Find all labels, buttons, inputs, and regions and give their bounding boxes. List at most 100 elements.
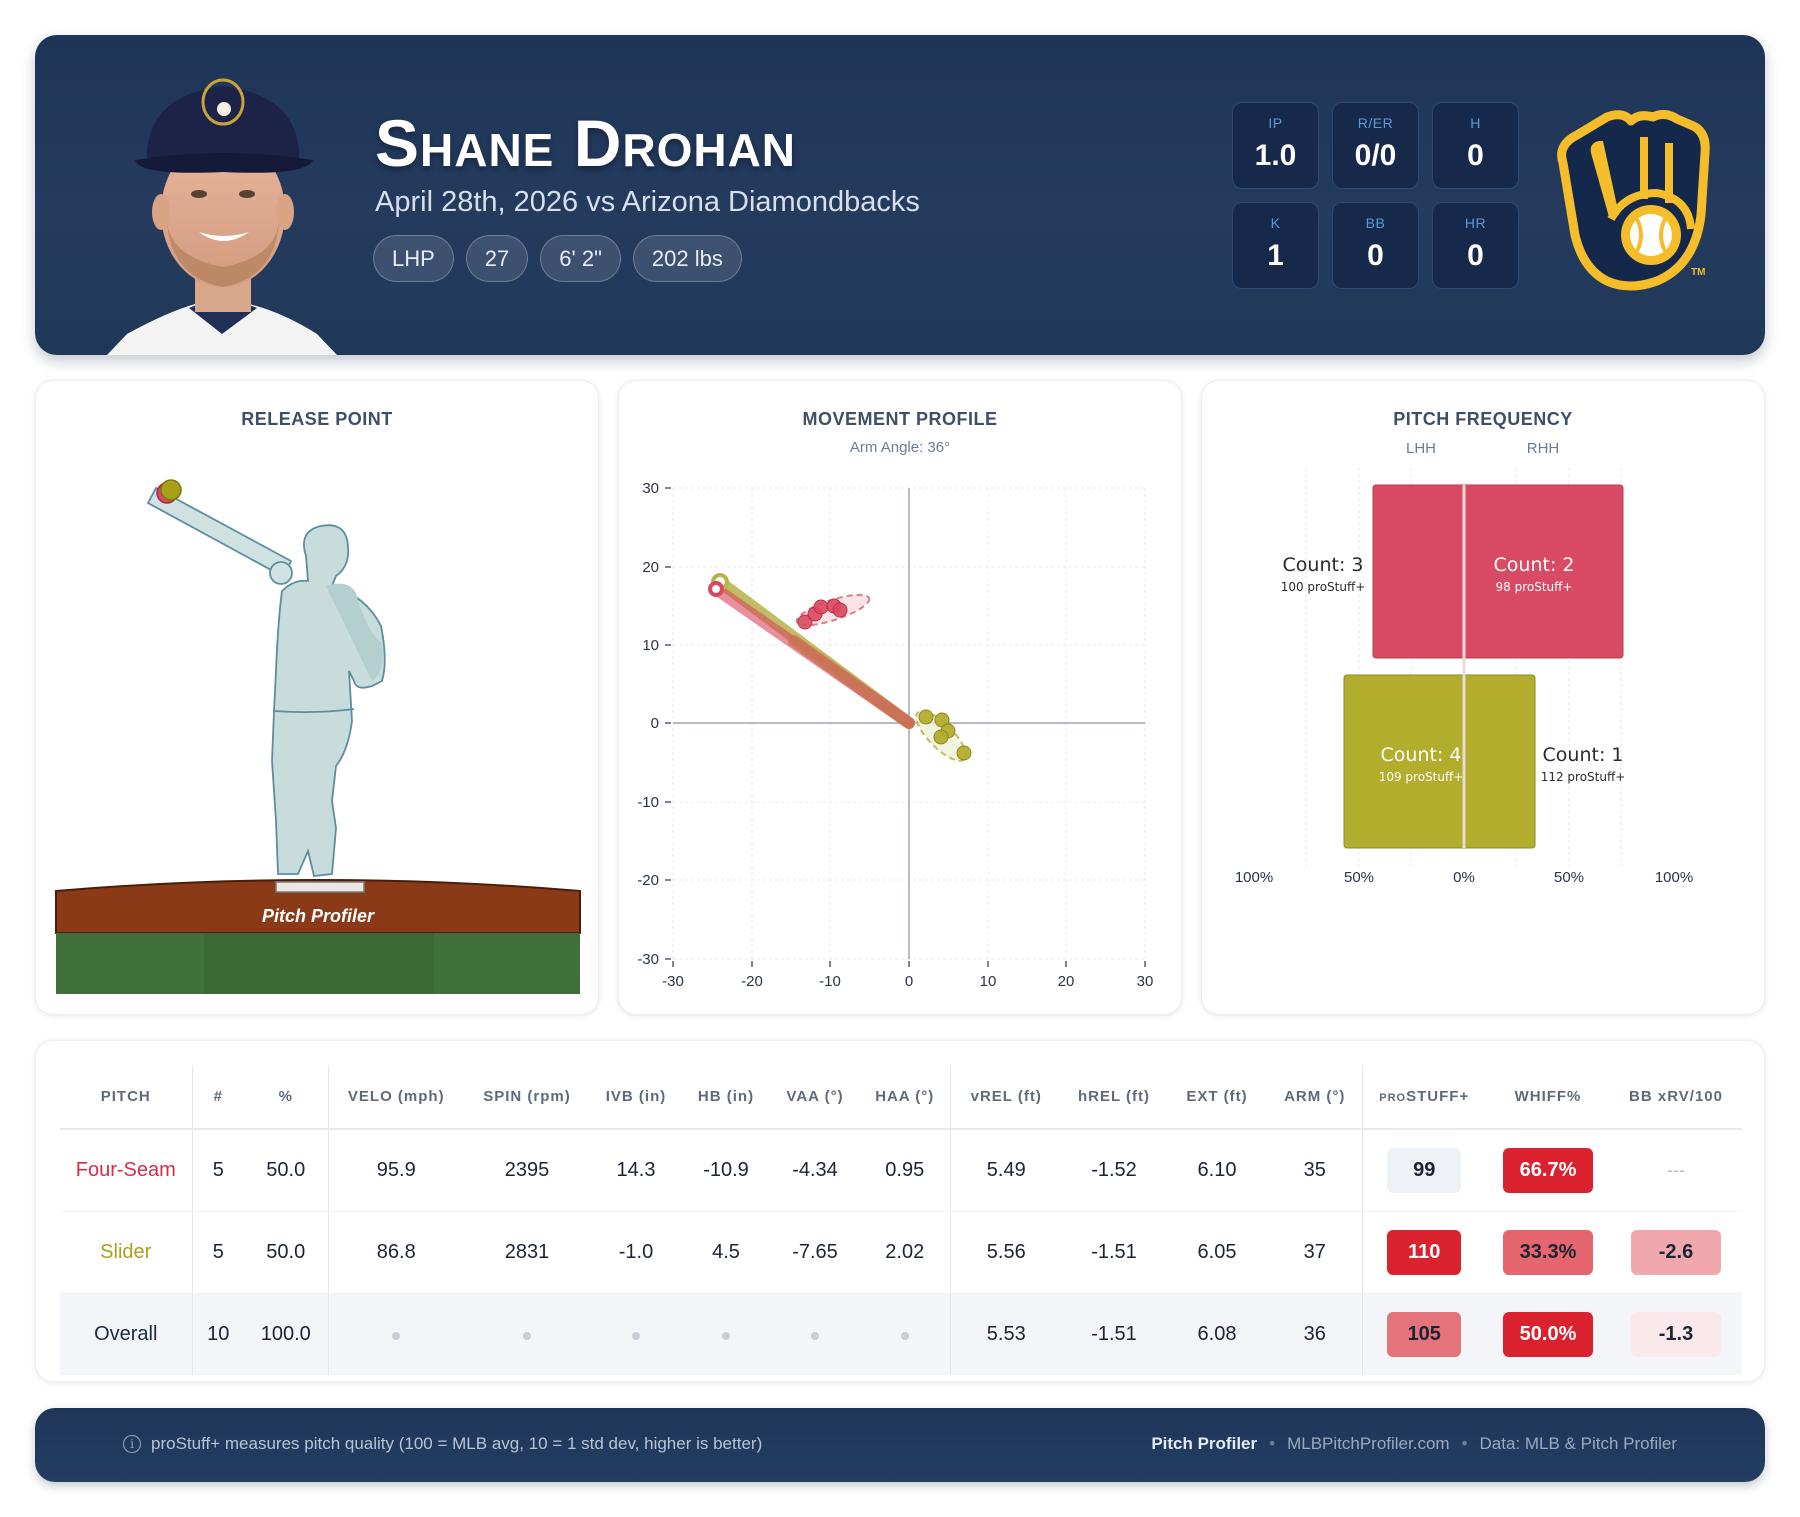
- svg-text:0: 0: [651, 715, 659, 732]
- xrv-cell: -1.3: [1610, 1293, 1742, 1375]
- brewers-logo-icon: TM: [1557, 109, 1710, 291]
- svg-text:-10: -10: [819, 973, 841, 990]
- empty-dot-icon: [900, 1331, 909, 1340]
- hrel: -1.51: [1062, 1211, 1166, 1294]
- stat-label: R/ER: [1357, 115, 1394, 131]
- arm: 36: [1268, 1293, 1363, 1375]
- svg-text:50%: 50%: [1344, 869, 1374, 886]
- spin: 2831: [464, 1211, 590, 1294]
- stat-bb: BB 0: [1332, 202, 1419, 289]
- col-hb: HB (in): [682, 1065, 770, 1130]
- footer: i proStuff+ measures pitch quality (100 …: [35, 1408, 1765, 1482]
- hrel: -1.52: [1062, 1129, 1166, 1212]
- xrv-empty: ---: [1667, 1159, 1685, 1180]
- table-row-overall: Overall 10 100.0 5.53 -1.51 6.08 36 105 …: [60, 1293, 1742, 1375]
- svg-text:30: 30: [642, 480, 659, 497]
- col-whiff: WHIFF%: [1486, 1065, 1610, 1130]
- ivb-empty: [590, 1293, 682, 1375]
- xrv-cell: -2.6: [1610, 1211, 1742, 1294]
- haa: 2.02: [860, 1211, 951, 1294]
- lhh-label: LHH: [1406, 440, 1436, 457]
- game-stat-grid: IP 1.0 R/ER 0/0 H 0 K 1 BB 0 HR 0: [1232, 102, 1519, 289]
- ext: 6.10: [1166, 1129, 1268, 1212]
- ivb: -1.0: [590, 1211, 682, 1294]
- svg-text:TM: TM: [1691, 267, 1705, 278]
- xrv-badge: -2.6: [1631, 1229, 1721, 1275]
- separator-dot: •: [1269, 1434, 1276, 1453]
- sl-lhh-count: Count: 4: [1381, 744, 1462, 766]
- col-ivb: IVB (in): [590, 1065, 682, 1130]
- spin: 2395: [464, 1129, 590, 1212]
- col-count: #: [192, 1065, 244, 1130]
- velo: 95.9: [328, 1129, 464, 1212]
- col-velo: VELO (mph): [328, 1065, 464, 1130]
- empty-dot-icon: [811, 1331, 819, 1340]
- svg-text:-30: -30: [637, 951, 659, 968]
- col-haa: HAA (°): [860, 1065, 951, 1130]
- col-pct: %: [244, 1065, 329, 1130]
- whiff-badge: 66.7%: [1503, 1147, 1593, 1193]
- rhh-label: RHH: [1527, 440, 1560, 457]
- svg-text:20: 20: [1058, 973, 1075, 990]
- pitch-frequency-chart: LHH RHH Count: 3 100 proStuff+ Count: 2 …: [1235, 440, 1693, 886]
- game-date-opponent: April 28th, 2026 vs Arizona Diamondbacks: [375, 186, 920, 218]
- empty-dot-icon: [523, 1331, 531, 1340]
- svg-text:0%: 0%: [1453, 869, 1475, 886]
- hb-empty: [682, 1293, 770, 1375]
- release-point-card: RELEASE POINT Pitch Profiler: [35, 380, 599, 1015]
- svg-text:100%: 100%: [1235, 869, 1273, 886]
- col-spin: SPIN (rpm): [464, 1065, 590, 1130]
- svg-text:-20: -20: [637, 872, 659, 889]
- svg-text:20: 20: [642, 559, 659, 576]
- sl-rhh-stuff: 112 proStuff+: [1541, 770, 1626, 784]
- prostuff-badge: 105: [1387, 1311, 1462, 1357]
- sl-lhh-stuff: 109 proStuff+: [1379, 770, 1464, 784]
- pitch-name: Four-Seam: [60, 1129, 193, 1212]
- stat-h: H 0: [1432, 102, 1519, 189]
- fs-rhh-count: Count: 2: [1494, 554, 1575, 576]
- footer-brand: Pitch Profiler: [1151, 1434, 1258, 1453]
- arm-angle-label: Arm Angle: 36°: [849, 439, 951, 456]
- pitch-count: 5: [192, 1129, 244, 1212]
- player-name: Shane Drohan: [375, 106, 797, 180]
- col-pitch: PITCH: [60, 1065, 193, 1130]
- svg-text:50%: 50%: [1554, 869, 1584, 886]
- col-hrel: hREL (ft): [1062, 1065, 1166, 1130]
- player-info-chips: LHP 27 6' 2" 202 lbs: [373, 235, 742, 282]
- stat-value: 0: [1367, 239, 1384, 272]
- pitch-pct: 50.0: [244, 1211, 329, 1294]
- stat-label: H: [1470, 115, 1481, 131]
- pitch-frequency-card: PITCH FREQUENCY LHH RHH Count: 3 100 pro…: [1201, 380, 1765, 1015]
- xrv-badge: -1.3: [1631, 1311, 1721, 1357]
- separator-dot: •: [1461, 1434, 1468, 1453]
- vrel: 5.56: [950, 1211, 1062, 1294]
- stat-value: 0: [1467, 239, 1484, 272]
- pitch-pct: 50.0: [244, 1129, 329, 1212]
- fs-rhh-stuff: 98 proStuff+: [1496, 580, 1573, 594]
- col-ext: EXT (ft): [1166, 1065, 1268, 1130]
- prostuff-cell: 99: [1362, 1129, 1486, 1212]
- spin-empty: [464, 1293, 590, 1375]
- hb: -10.9: [682, 1129, 770, 1212]
- footer-site-link[interactable]: MLBPitchProfiler.com: [1287, 1434, 1450, 1453]
- prostuff-explanation: proStuff+ measures pitch quality (100 = …: [151, 1434, 763, 1453]
- col-vrel: vREL (ft): [950, 1065, 1062, 1130]
- prostuff-cell: 110: [1362, 1211, 1486, 1294]
- footer-data-source: Data: MLB & Pitch Profiler: [1479, 1434, 1677, 1453]
- stat-label: K: [1270, 215, 1281, 231]
- whiff-badge: 50.0%: [1503, 1311, 1593, 1357]
- pitch-count: 5: [192, 1211, 244, 1294]
- stat-value: 0: [1467, 139, 1484, 172]
- pitch-name: Slider: [60, 1211, 193, 1294]
- arm: 37: [1268, 1211, 1363, 1294]
- footer-note: i proStuff+ measures pitch quality (100 …: [123, 1434, 762, 1454]
- chip-weight: 202 lbs: [632, 235, 742, 282]
- movement-profile-card: MOVEMENT PROFILE Arm Angle: 36°: [618, 380, 1182, 1015]
- player-headshot: [107, 78, 337, 355]
- release-point-diagram: Pitch Profiler: [55, 479, 581, 994]
- haa-empty: [860, 1293, 951, 1375]
- velo: 86.8: [328, 1211, 464, 1294]
- vaa: -4.34: [770, 1129, 860, 1212]
- xrv-cell: ---: [1610, 1129, 1742, 1212]
